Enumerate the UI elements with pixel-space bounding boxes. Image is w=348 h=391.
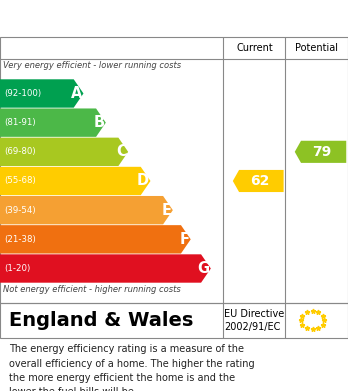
Text: (55-68): (55-68) <box>4 176 36 185</box>
Text: England & Wales: England & Wales <box>9 311 193 330</box>
Text: Energy Efficiency Rating: Energy Efficiency Rating <box>10 11 232 26</box>
Text: G: G <box>197 261 209 276</box>
Polygon shape <box>295 141 346 163</box>
Polygon shape <box>0 254 211 283</box>
Text: (81-91): (81-91) <box>4 118 36 127</box>
Text: A: A <box>71 86 82 101</box>
Text: (21-38): (21-38) <box>4 235 36 244</box>
Polygon shape <box>0 79 84 108</box>
Polygon shape <box>0 225 191 253</box>
Polygon shape <box>0 108 106 137</box>
Text: F: F <box>179 232 189 247</box>
Text: C: C <box>116 144 127 159</box>
Polygon shape <box>0 196 173 224</box>
Text: B: B <box>93 115 104 130</box>
Text: (39-54): (39-54) <box>4 206 36 215</box>
Text: Potential: Potential <box>295 43 338 53</box>
Polygon shape <box>0 167 150 195</box>
Text: 79: 79 <box>312 145 332 159</box>
Polygon shape <box>0 138 128 166</box>
Text: Very energy efficient - lower running costs: Very energy efficient - lower running co… <box>3 61 182 70</box>
Text: E: E <box>161 203 172 218</box>
Text: EU Directive
2002/91/EC: EU Directive 2002/91/EC <box>224 308 285 332</box>
Text: D: D <box>137 174 149 188</box>
Text: Current: Current <box>236 43 273 53</box>
Text: 62: 62 <box>250 174 269 188</box>
Polygon shape <box>233 170 284 192</box>
Text: (92-100): (92-100) <box>4 89 41 98</box>
Text: Not energy efficient - higher running costs: Not energy efficient - higher running co… <box>3 285 181 294</box>
Text: The energy efficiency rating is a measure of the
overall efficiency of a home. T: The energy efficiency rating is a measur… <box>9 344 254 391</box>
Text: (1-20): (1-20) <box>4 264 30 273</box>
Text: (69-80): (69-80) <box>4 147 36 156</box>
